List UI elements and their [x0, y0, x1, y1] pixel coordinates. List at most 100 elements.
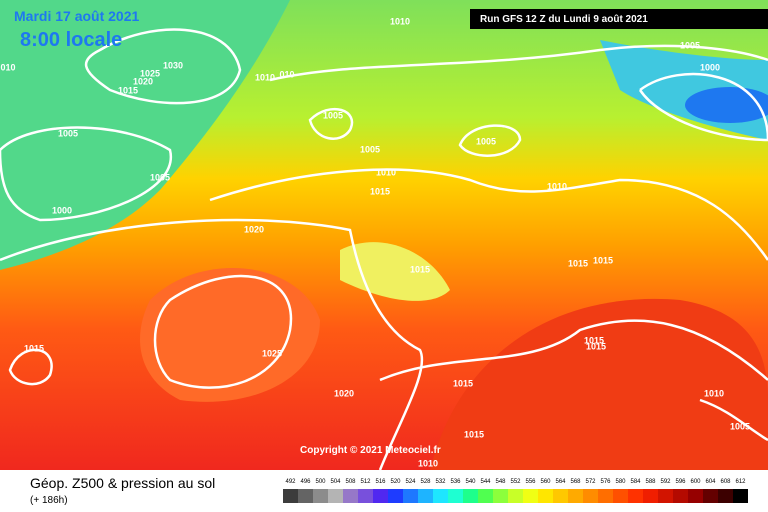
scale-swatch: [328, 489, 343, 503]
scale-label: 544: [480, 479, 491, 485]
footer-lead: (+ 186h): [30, 495, 68, 506]
scale-swatch: [598, 489, 613, 503]
scale-swatch: [658, 489, 673, 503]
scale-swatch: [433, 489, 448, 503]
isobar-label: 1020: [334, 388, 354, 398]
scale-swatch: [463, 489, 478, 503]
scale-swatch: [418, 489, 433, 503]
scale-label: 528: [420, 479, 431, 485]
scale-label: 600: [690, 479, 701, 485]
scale-swatch: [613, 489, 628, 503]
isobar-label: 1010: [704, 388, 724, 398]
scale-label: 592: [660, 479, 671, 485]
scale-swatch: [388, 489, 403, 503]
scale-label: 596: [675, 479, 686, 485]
footer-title: Géop. Z500 & pression au sol: [30, 475, 215, 491]
isobar-label: 1010: [376, 167, 396, 177]
scale-swatch: [478, 489, 493, 503]
scale-swatch: [673, 489, 688, 503]
scale-swatch: [568, 489, 583, 503]
isobar-label: 1000: [700, 62, 720, 72]
scale-label: 604: [705, 479, 716, 485]
isobar-label: 1005: [680, 40, 700, 50]
color-scale: 492 496 500 504 508 512 516 520 524 528 532 536 540 5…: [283, 479, 748, 503]
scale-swatch: [343, 489, 358, 503]
isobar-label: 1005: [730, 421, 750, 431]
scale-label: 612: [735, 479, 746, 485]
scale-label: 508: [345, 479, 356, 485]
scale-label: 540: [465, 479, 476, 485]
isobar-label: 1020: [244, 224, 264, 234]
isobar-label: 1005: [360, 144, 380, 154]
scale-label: 524: [405, 479, 416, 485]
scale-label: 588: [645, 479, 656, 485]
isobar-label: 1025: [262, 348, 282, 358]
scale-swatch: [358, 489, 373, 503]
run-box: [470, 9, 768, 29]
isobar-label: 1030: [163, 60, 183, 70]
isobar-label: 1000: [52, 205, 72, 215]
isobar-label: 1015: [410, 264, 430, 274]
scale-label: 560: [540, 479, 551, 485]
isobar-label: 1015: [118, 85, 138, 95]
scale-swatch: [703, 489, 718, 503]
isobar-label: 1015: [593, 255, 613, 265]
low-zone: [0, 0, 290, 270]
scale-label: 580: [615, 479, 626, 485]
time: 8:00 locale: [20, 29, 122, 51]
isobar-label: 1025: [140, 68, 160, 78]
scale-swatch: [403, 489, 418, 503]
scale-label: 608: [720, 479, 731, 485]
scale-swatch: [373, 489, 388, 503]
isobar-label: 1010: [390, 16, 410, 26]
isobar-label: 1015: [453, 378, 473, 388]
scale-swatch: [508, 489, 523, 503]
scale-swatch: [628, 489, 643, 503]
isobar-label: 010: [0, 62, 15, 72]
scale-label: 564: [555, 479, 566, 485]
copyright: Copyright © 2021 Meteociel.fr: [300, 445, 441, 456]
scale-swatch: [298, 489, 313, 503]
scale-label: 576: [600, 479, 611, 485]
scale-label: 584: [630, 479, 641, 485]
scale-swatch: [538, 489, 553, 503]
scale-swatch: [688, 489, 703, 503]
isobar-label: 1005: [323, 110, 343, 120]
isobar-label: 1020: [133, 76, 153, 86]
high-zone: [430, 298, 768, 470]
scale-label: 504: [330, 479, 341, 485]
scale-label: 500: [315, 479, 326, 485]
scale-label: 568: [570, 479, 581, 485]
isobar-label: 1015: [24, 343, 44, 353]
high-zone: [140, 267, 320, 402]
scale-swatch: [493, 489, 508, 503]
isobar-label: 1015: [568, 258, 588, 268]
low-core: [685, 87, 768, 123]
scale-label: 548: [495, 479, 506, 485]
isobar-label: 1015: [464, 429, 484, 439]
scale-swatch: [283, 489, 298, 503]
scale-label: 572: [585, 479, 596, 485]
isobar-label: 1015: [370, 186, 390, 196]
scale-label: 552: [510, 479, 521, 485]
scale-swatch: [523, 489, 538, 503]
run: Run GFS 12 Z du Lundi 9 août 2021: [480, 14, 648, 25]
isobar-label: 1010: [418, 458, 438, 468]
isobar-label: 1015: [586, 341, 606, 351]
isobars: [0, 28, 768, 471]
scale-label: 516: [375, 479, 386, 485]
scale-swatch: [448, 489, 463, 503]
scale-label: 520: [390, 479, 401, 485]
scale-label: 556: [525, 479, 536, 485]
scale-swatch: [313, 489, 328, 503]
isobar-label: 1015: [584, 335, 604, 345]
scale-label: 532: [435, 479, 446, 485]
isobar-label: 1005: [150, 172, 170, 182]
isobar-label: 010: [279, 69, 294, 79]
scale-swatch: [553, 489, 568, 503]
date: Mardi 17 août 2021: [14, 8, 139, 24]
scale-label: 492: [285, 479, 296, 485]
scale-swatch: [733, 489, 748, 503]
